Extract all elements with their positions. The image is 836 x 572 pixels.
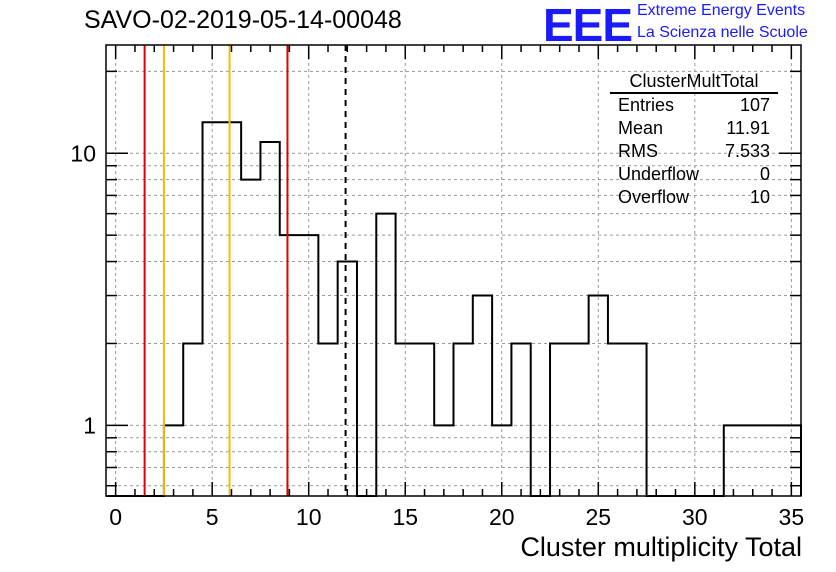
grid-lines <box>106 45 801 496</box>
histogram-bin <box>454 343 473 496</box>
brand-line-1: Extreme Energy Events <box>637 2 806 19</box>
stats-value: 10 <box>749 187 770 207</box>
x-tick-label: 5 <box>206 504 219 530</box>
histogram-bin <box>338 262 357 496</box>
x-tick-label: 30 <box>682 504 708 530</box>
plot-title: SAVO-02-2019-05-14-00048 <box>84 6 402 34</box>
histogram-bin <box>280 235 299 496</box>
axes <box>105 44 802 497</box>
stats-title: ClusterMultTotal <box>610 70 778 94</box>
histogram-bin <box>183 343 202 496</box>
eee-logo: EEE <box>543 0 633 51</box>
stats-label: Entries <box>618 95 675 115</box>
histogram-bin <box>550 343 569 496</box>
tick-labels: 0 5 10 15 20 25 30 35 1 10 <box>70 140 804 530</box>
x-tick-label: 20 <box>489 504 515 530</box>
stats-box: ClusterMultTotal Entries 107 Mean 11.91 … <box>610 70 778 209</box>
histogram-bin <box>569 343 588 496</box>
stats-row-underflow: Underflow 0 <box>610 163 778 186</box>
brand-line-2: La Scienza nelle Scuole <box>637 24 808 41</box>
marker-lines <box>143 45 347 496</box>
x-tick-label: 35 <box>779 504 805 530</box>
histogram-bin <box>241 180 260 496</box>
histogram-bin <box>318 343 337 496</box>
x-tick-label: 0 <box>109 504 122 530</box>
histogram-bin <box>511 343 530 496</box>
y-tick-label: 10 <box>70 140 96 166</box>
stats-label: Underflow <box>618 164 700 184</box>
histogram-bin <box>473 296 492 496</box>
stats-row-mean: Mean 11.91 <box>610 117 778 140</box>
histogram-bin <box>608 343 627 496</box>
x-tick-label: 10 <box>296 504 322 530</box>
plot-frame <box>105 44 802 497</box>
stats-row-rms: RMS 7.533 <box>610 140 778 163</box>
stats-value: 0 <box>759 164 770 184</box>
stats-row-overflow: Overflow 10 <box>610 186 778 209</box>
histogram-bin <box>743 425 762 496</box>
stats-value: 7.533 <box>724 141 770 161</box>
x-tick-label: 25 <box>585 504 611 530</box>
stats-label: RMS <box>618 141 658 161</box>
stats-row-entries: Entries 107 <box>610 94 778 117</box>
histogram-bin <box>415 343 434 496</box>
stats-label: Mean <box>618 118 664 138</box>
y-tick-label: 1 <box>83 412 96 438</box>
histogram-bin <box>222 122 241 496</box>
x-axis-label: Cluster multiplicity Total <box>520 532 802 562</box>
histogram-bin <box>627 343 646 496</box>
stats-value: 11.91 <box>726 118 770 138</box>
histogram-bin <box>376 214 395 496</box>
x-tick-label: 15 <box>392 504 418 530</box>
stats-value: 107 <box>739 95 770 115</box>
stats-label: Overflow <box>618 187 690 207</box>
